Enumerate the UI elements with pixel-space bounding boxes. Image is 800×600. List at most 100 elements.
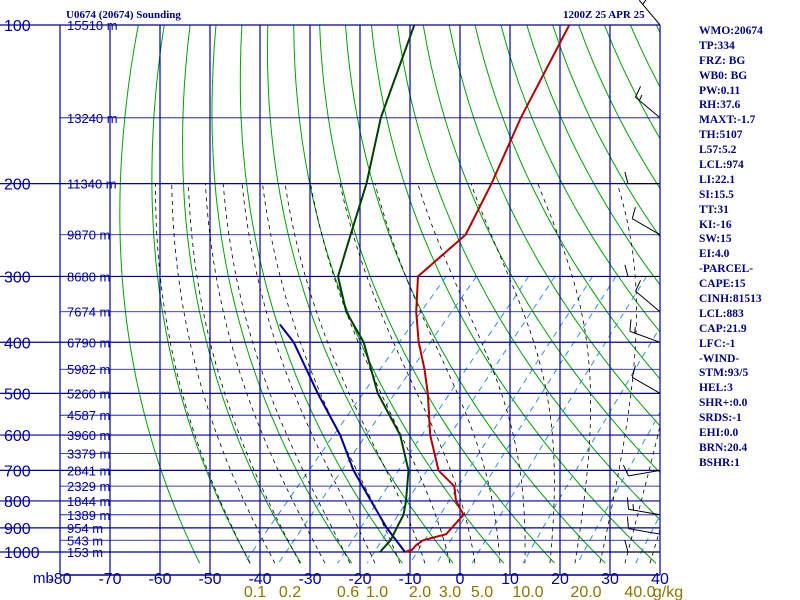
mixing-ratio-label: 10.0 <box>512 584 543 600</box>
sounding-index: PW:0.11 <box>699 84 741 97</box>
wind-barb-staff <box>628 528 661 535</box>
wind-barb-staff <box>635 96 661 119</box>
dry-adiabat-line <box>266 25 454 564</box>
height-label: 8680 m <box>67 269 110 284</box>
wind-barbs <box>622 0 661 553</box>
temperature-tick-label: -30 <box>298 571 321 588</box>
mixing-ratio-label: 2.0 <box>409 584 431 600</box>
temperature-tick-label: 30 <box>601 571 619 588</box>
mixing-ratio-line <box>337 276 530 564</box>
wind-barb <box>635 280 661 313</box>
dry-adiabat-line <box>345 25 606 564</box>
sounding-title: U0674 (20674) Sounding <box>66 9 181 21</box>
temperature-tick-label: -60 <box>148 571 171 588</box>
mixing-ratio-line <box>436 276 617 564</box>
wind-barb-flag <box>624 171 629 184</box>
mixing-ratio-label: 5.0 <box>471 584 493 600</box>
moist-adiabat-line <box>284 183 426 564</box>
moist-adiabat-line <box>262 183 401 564</box>
sounding-index: STM:93/5 <box>699 367 749 380</box>
dewpoint-trace <box>336 25 416 553</box>
pressure-tick-label: 100 <box>4 18 31 35</box>
dry-adiabat-line <box>211 25 353 564</box>
moist-adiabat-line <box>537 183 591 564</box>
dry-adiabat-line <box>526 25 660 286</box>
parcel-line <box>279 323 406 553</box>
height-label: 2329 m <box>67 479 110 494</box>
height-label: 6790 m <box>67 335 110 350</box>
moist-adiabat-line <box>470 183 555 564</box>
pressure-unit-label: mb <box>33 570 54 587</box>
sounding-index: LCL:883 <box>699 307 744 320</box>
temperature-tick-label: 0 <box>456 571 465 588</box>
pressure-tick-label: 300 <box>4 269 31 286</box>
sounding-index: HEL:3 <box>699 382 733 395</box>
height-label: 954 m <box>67 521 103 536</box>
mixing-ratio-label: 0.1 <box>244 584 266 600</box>
wind-barb-flag <box>642 0 647 5</box>
moist-adiabat-line <box>155 183 251 564</box>
wind-barb <box>626 516 661 535</box>
sounding-index: SRDS:-1 <box>699 412 742 425</box>
mixing-ratio-label: 1.0 <box>366 584 388 600</box>
sounding-index: RH:37.6 <box>699 99 741 112</box>
moist-adiabat-line <box>339 183 476 564</box>
moist-adiabat-line <box>310 183 451 564</box>
mixing-ratio-line <box>409 276 594 564</box>
moist-adiabat-line <box>187 183 301 564</box>
pressure-tick-label: 700 <box>4 463 31 480</box>
height-label: 11340 m <box>67 177 117 192</box>
mixing-ratio-label: 40.0 <box>624 584 655 600</box>
wind-barb-flag <box>631 365 636 378</box>
sounding-indices-list: WMO:20674 TP:334 FRZ: BG WB0: BG PW:0.11 RH:3… <box>699 24 763 471</box>
wind-barb <box>626 497 661 516</box>
sounding-index: CAPE:15 <box>699 278 746 291</box>
temperature-trace <box>404 25 571 553</box>
temperature-tick-label: 10 <box>501 571 519 588</box>
height-label: 3960 m <box>67 428 110 443</box>
mixing-ratio-label: 3.0 <box>439 584 461 600</box>
wind-barb-flag <box>632 504 635 511</box>
dry-adiabat-line <box>319 25 555 564</box>
height-label: 15510 m <box>67 18 118 33</box>
grid-lines <box>0 24 661 576</box>
sounding-index: FRZ: BG <box>699 54 746 67</box>
pressure-tick-label: 400 <box>4 335 31 352</box>
wind-barb-flag <box>635 86 642 98</box>
mixing-ratio-line <box>577 411 660 564</box>
sounding-index: WB0: BG <box>699 69 748 82</box>
temperature-tick-label: -40 <box>248 571 271 588</box>
wind-barb-staff <box>628 508 661 516</box>
dry-adiabat-line <box>552 25 660 238</box>
moist-adiabat-line <box>374 183 501 564</box>
sounding-index: CAP:21.9 <box>699 322 747 335</box>
dry-adiabat-line <box>500 25 660 333</box>
mixing-ratio-labels: 0.1 0.2 0.6 1.0 2.0 3.0 5.0 10.0 20.0 40.0g/kg <box>244 584 683 600</box>
mixing-ratio-line <box>471 276 648 564</box>
wind-barb <box>631 365 661 394</box>
temperature-tick-label: -70 <box>98 571 121 588</box>
mixing-ratio-line <box>522 326 660 564</box>
wind-barb-flag <box>634 327 636 334</box>
height-label: 153 m <box>67 545 103 560</box>
mixing-ratio-label: 0.6 <box>337 584 359 600</box>
wind-barb-flag <box>629 319 632 332</box>
temperature-line <box>404 25 571 553</box>
pressure-tick-label: 900 <box>4 521 31 538</box>
dry-adiabat-line <box>293 25 505 564</box>
moist-adiabat-line <box>241 183 376 564</box>
height-label: 5260 m <box>67 386 110 401</box>
temperature-tick-label: 20 <box>551 571 569 588</box>
temperature-tick-label: -10 <box>398 571 421 588</box>
wind-barb <box>622 464 661 477</box>
wind-barb-flag <box>635 280 642 292</box>
wind-barb-staff <box>632 218 661 236</box>
sounding-index: LI:22.1 <box>699 173 736 186</box>
dry-adiabat-line <box>760 25 800 563</box>
height-labels: 15510 m 13240 m 11340 m 9870 m 8680 m 7674 m 6… <box>67 18 118 560</box>
sounding-time: 1200Z 25 APR 25 <box>563 9 645 21</box>
wind-barb-staff <box>628 469 661 477</box>
mixing-ratio-label: 20.0 <box>570 584 601 600</box>
wind-barb-flag <box>626 497 629 510</box>
pressure-tick-label: 500 <box>4 386 31 403</box>
